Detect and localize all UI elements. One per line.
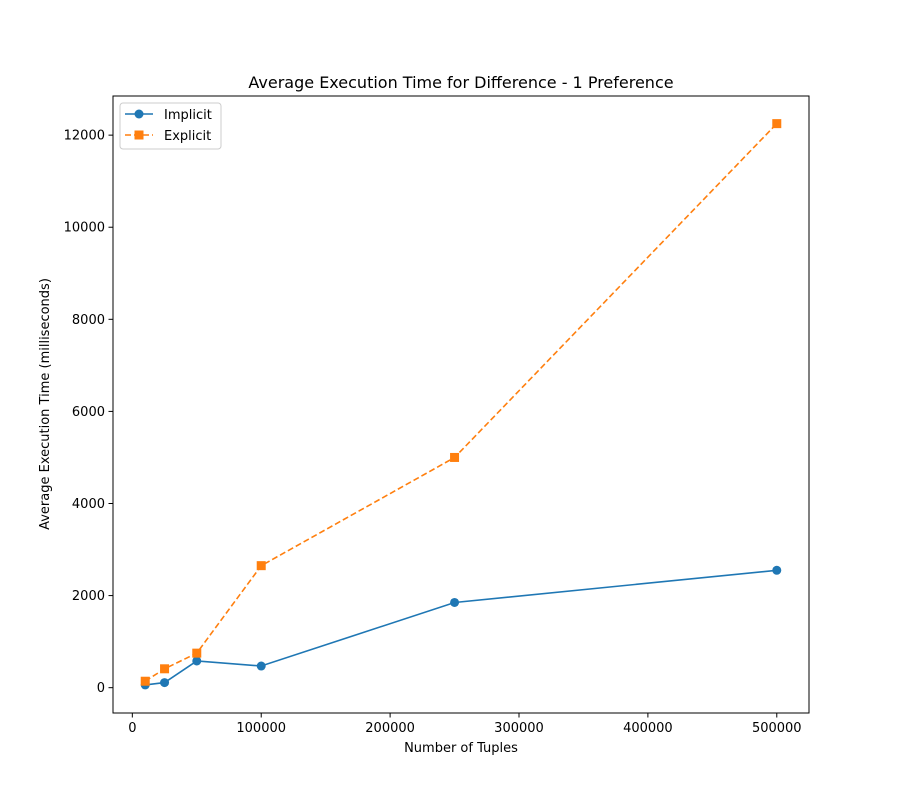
x-tick-label: 200000 bbox=[365, 721, 415, 736]
legend-marker-explicit bbox=[134, 130, 144, 140]
data-point-explicit bbox=[256, 561, 266, 571]
y-tick-label: 8000 bbox=[72, 313, 105, 328]
x-tick-label: 500000 bbox=[752, 721, 802, 736]
x-axis-label: Number of Tuples bbox=[404, 741, 518, 756]
data-point-explicit bbox=[160, 664, 170, 674]
data-point-explicit bbox=[140, 676, 150, 686]
data-point-implicit bbox=[256, 661, 266, 671]
x-tick-label: 0 bbox=[128, 721, 136, 736]
axes-frame bbox=[112, 95, 810, 714]
legend: Implicit Explicit bbox=[119, 102, 222, 150]
x-tick-label: 100000 bbox=[236, 721, 286, 736]
data-point-explicit bbox=[450, 452, 460, 462]
y-tick-label: 12000 bbox=[64, 129, 105, 144]
chart-title: Average Execution Time for Difference - … bbox=[248, 73, 673, 92]
y-tick-label: 4000 bbox=[72, 497, 105, 512]
y-tick-label: 10000 bbox=[64, 221, 105, 236]
x-tick-label: 400000 bbox=[623, 721, 673, 736]
data-point-implicit bbox=[772, 565, 782, 575]
y-axis-label: Average Execution Time (milliseconds) bbox=[38, 278, 53, 530]
y-tick-label: 0 bbox=[97, 681, 105, 696]
data-point-implicit bbox=[192, 656, 202, 666]
legend-label-implicit: Implicit bbox=[164, 108, 212, 123]
axes: 0 100000 200000 300000 400000 500000 0 2000 4000… bbox=[64, 95, 810, 736]
plot-area bbox=[140, 119, 782, 690]
legend-label-explicit: Explicit bbox=[164, 129, 211, 144]
y-tick-label: 6000 bbox=[72, 405, 105, 420]
data-point-explicit bbox=[772, 119, 782, 129]
y-tick-label: 2000 bbox=[72, 589, 105, 604]
legend-marker-implicit bbox=[134, 109, 144, 119]
data-point-implicit bbox=[450, 597, 460, 607]
x-tick-label: 300000 bbox=[494, 721, 544, 736]
data-point-explicit bbox=[192, 648, 202, 658]
data-point-implicit bbox=[160, 678, 170, 688]
